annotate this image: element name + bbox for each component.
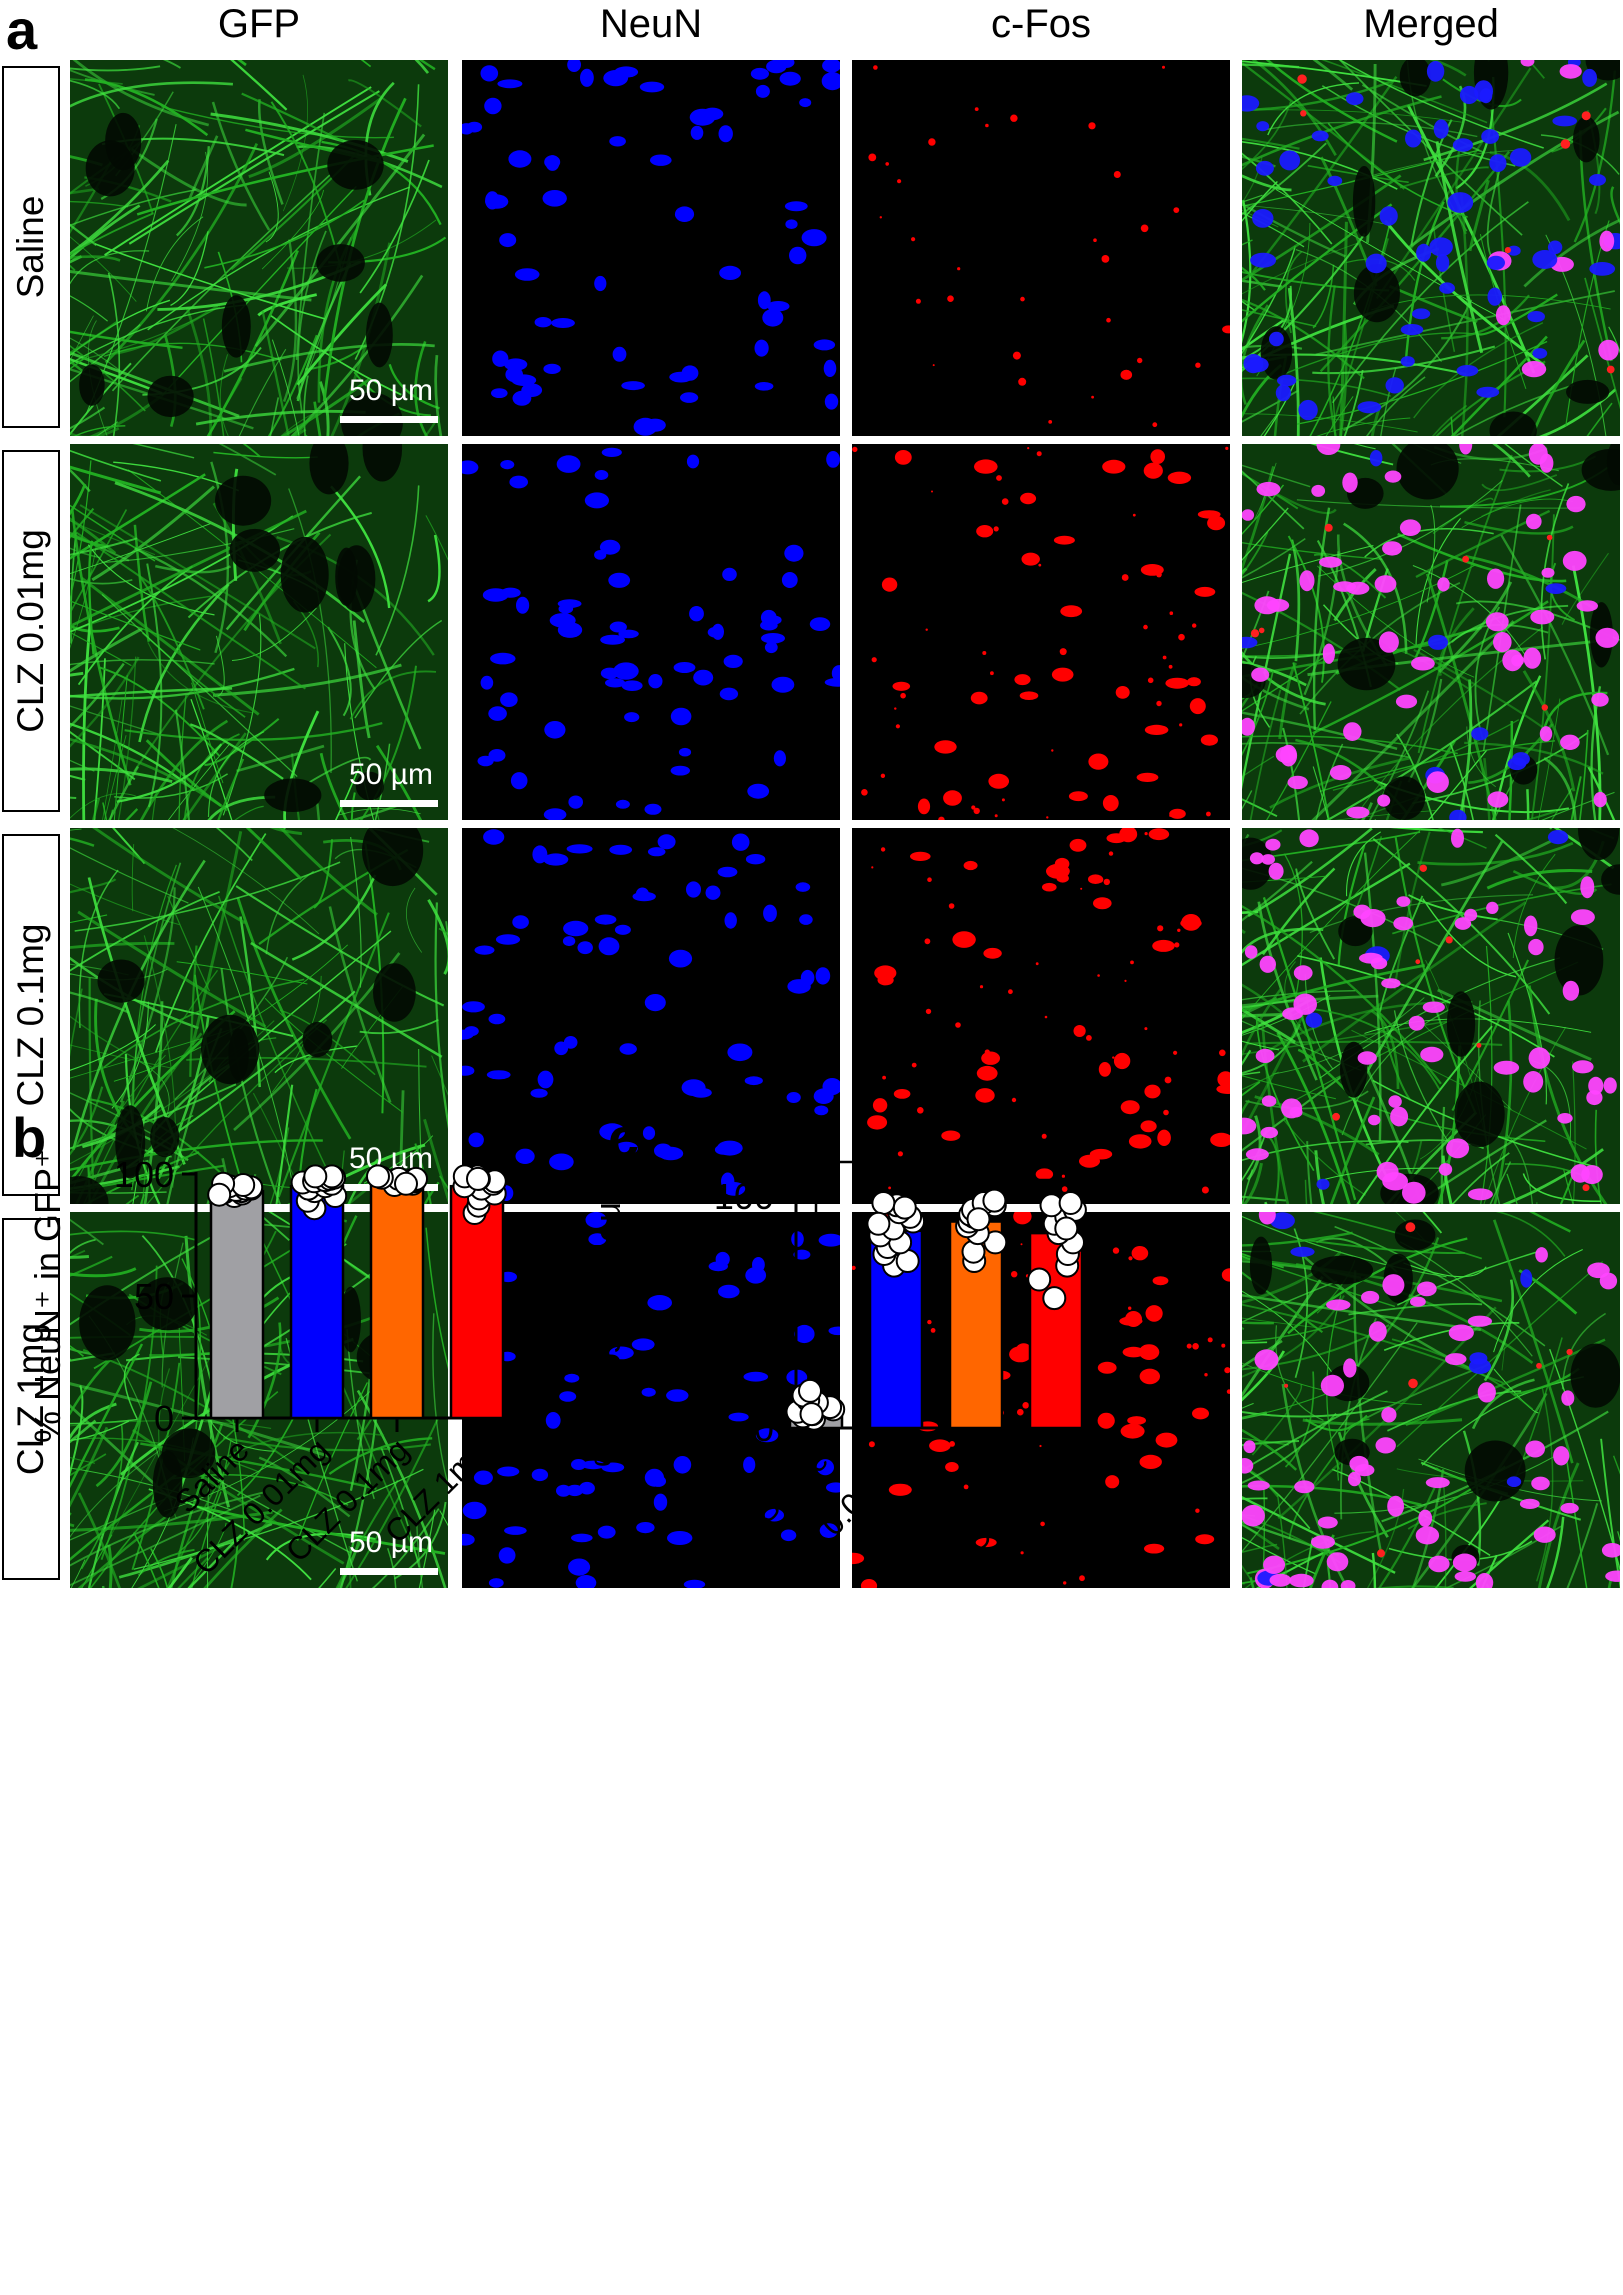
scale-bar xyxy=(340,416,438,423)
data-point xyxy=(966,1207,991,1232)
y-tick-label: 0 xyxy=(754,1408,774,1449)
column-header-neun: NeuN xyxy=(599,2,703,46)
data-point xyxy=(982,1188,1007,1213)
y-tick-label: 100 xyxy=(714,1176,774,1217)
y-tick-label: 50 xyxy=(734,1292,774,1333)
micrograph-merged-saline xyxy=(1242,60,1620,436)
data-point xyxy=(1058,1191,1083,1215)
row-label-text: Saline xyxy=(10,195,51,299)
panel-a-letter: a xyxy=(6,0,38,61)
data-point xyxy=(1027,1267,1052,1292)
panel-b-letter: b xyxy=(12,1106,47,1169)
micrograph-merged-clz-1mg xyxy=(1242,1212,1620,1588)
column-header-merged: Merged xyxy=(1363,2,1499,46)
row-label-text: CLZ 0.01mg xyxy=(10,529,51,733)
significance-bracket xyxy=(814,1160,978,1370)
scale-bar xyxy=(340,800,438,807)
micrograph-gfp-clz-0-01mg xyxy=(70,444,448,820)
micrograph-c-fos-clz-0-1mg xyxy=(852,828,1230,1204)
bar-clz-0-01mg xyxy=(289,1184,345,1420)
data-point xyxy=(892,1195,917,1220)
micrograph-c-fos-clz-0-01mg xyxy=(852,444,1230,820)
y-tick-label: 50 xyxy=(134,1276,174,1317)
micrograph-merged-clz-0-1mg xyxy=(1242,828,1620,1204)
row-label-saline: Saline xyxy=(2,66,60,428)
row-label-clz-1mg: CLZ 1mg xyxy=(2,1218,60,1580)
data-point xyxy=(394,1171,418,1196)
data-point xyxy=(207,1182,232,1207)
y-axis-label: % c-Fos⁺ in NeuN⁺ xyxy=(587,1157,628,1467)
data-point xyxy=(466,1166,490,1191)
y-axis-label: % NeuN⁺ in GFP⁺ xyxy=(27,1149,68,1443)
row-label-clz-0-1mg: CLZ 0.1mg xyxy=(2,834,60,1196)
data-point xyxy=(798,1378,822,1403)
y-tick-label: 100 xyxy=(114,1154,174,1195)
scale-bar-label: 50 µm xyxy=(349,374,433,407)
data-point xyxy=(1042,1286,1067,1311)
column-header-gfp: GFP xyxy=(217,2,301,46)
bar-clz-0-1mg xyxy=(369,1180,425,1420)
bar-saline xyxy=(209,1189,265,1420)
scale-bar-label: 50 µm xyxy=(349,1526,433,1559)
micrograph-c-fos-saline xyxy=(852,60,1230,436)
scale-bar xyxy=(340,1568,438,1575)
column-header-c-fos: c-Fos xyxy=(991,2,1091,46)
data-point xyxy=(871,1191,896,1215)
data-point xyxy=(303,1164,328,1189)
micrograph-neun-saline xyxy=(462,60,840,436)
y-tick-label: 0 xyxy=(154,1398,174,1439)
data-point xyxy=(866,1211,891,1236)
data-point xyxy=(799,1402,824,1427)
micrograph-neun-clz-1mg xyxy=(462,1212,840,1588)
micrograph-gfp-clz-0-1mg xyxy=(70,828,448,1204)
micrograph-gfp-saline xyxy=(70,60,448,436)
row-label-text: CLZ 0.1mg xyxy=(10,923,51,1107)
panel-c-letter: c xyxy=(608,1106,640,1169)
data-point xyxy=(366,1164,390,1189)
micrograph-neun-clz-0-1mg xyxy=(462,828,840,1204)
row-label-clz-0-01mg: CLZ 0.01mg xyxy=(2,450,60,812)
micrograph-neun-clz-0-01mg xyxy=(462,444,840,820)
data-point xyxy=(1054,1216,1079,1241)
micrograph-merged-clz-0-01mg xyxy=(1242,444,1620,820)
scale-bar-label: 50 µm xyxy=(349,758,433,791)
significance-star: * xyxy=(885,1140,906,1170)
data-point xyxy=(231,1173,256,1197)
